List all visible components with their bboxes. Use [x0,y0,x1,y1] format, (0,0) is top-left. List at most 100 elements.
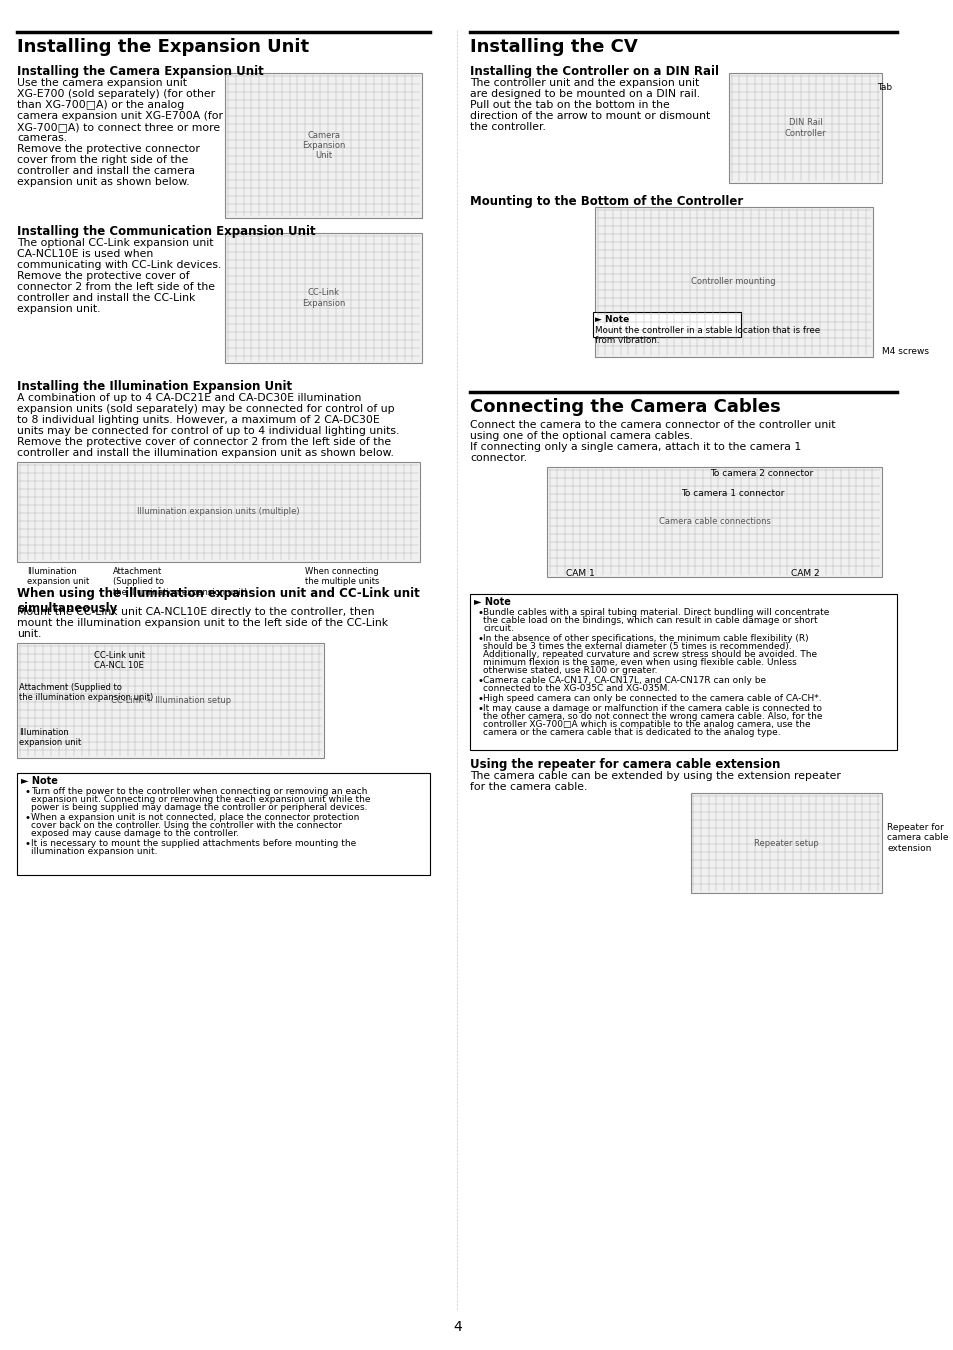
Text: otherwise stated, use R100 or greater.: otherwise stated, use R100 or greater. [483,666,658,675]
Text: A combination of up to 4 CA-DC21E and CA-DC30E illumination: A combination of up to 4 CA-DC21E and CA… [17,393,361,404]
Text: the controller.: the controller. [470,122,545,132]
Text: CC-Link
Expansion: CC-Link Expansion [302,289,345,308]
Text: •: • [477,676,483,686]
Text: Installing the Communication Expansion Unit: Installing the Communication Expansion U… [17,225,315,238]
Text: to 8 individual lighting units. However, a maximum of 2 CA-DC30E: to 8 individual lighting units. However,… [17,414,379,425]
Text: connector.: connector. [470,454,526,463]
Text: Installing the CV: Installing the CV [470,38,637,55]
Text: CC-Link + Illumination setup: CC-Link + Illumination setup [111,697,231,705]
Text: controller and install the illumination expansion unit as shown below.: controller and install the illumination … [17,448,394,458]
Text: Connecting the Camera Cables: Connecting the Camera Cables [470,398,780,416]
Text: CA-NCL10E is used when: CA-NCL10E is used when [17,248,153,259]
Text: cover from the right side of the: cover from the right side of the [17,155,189,165]
Text: controller XG-700□A which is compatible to the analog camera, use the: controller XG-700□A which is compatible … [483,720,810,729]
Text: communicating with CC-Link devices.: communicating with CC-Link devices. [17,261,221,270]
Text: Attachment
(Supplied to
the Illumination expansion unit): Attachment (Supplied to the Illumination… [113,567,247,597]
Text: expansion unit. Connecting or removing the each expansion unit while the: expansion unit. Connecting or removing t… [30,795,370,805]
Text: 4: 4 [453,1320,461,1334]
Text: To camera 1 connector: To camera 1 connector [680,489,783,498]
Bar [17,462,419,562]
Text: using one of the optional camera cables.: using one of the optional camera cables. [470,431,692,441]
Text: Mount the controller in a stable location that is free
from vibration.: Mount the controller in a stable locatio… [594,325,819,346]
Text: should be 3 times the external diameter (5 times is recommended).: should be 3 times the external diameter … [483,643,791,651]
Text: XG-E700 (sold separately) (for other: XG-E700 (sold separately) (for other [17,89,215,99]
Text: It is necessary to mount the supplied attachments before mounting the: It is necessary to mount the supplied at… [30,838,355,848]
Bar [546,467,882,576]
Text: the other camera, so do not connect the wrong camera cable. Also, for the: the other camera, so do not connect the … [483,711,822,721]
Text: connector 2 from the left side of the: connector 2 from the left side of the [17,282,215,292]
Text: •: • [25,787,30,796]
Bar [690,792,882,892]
Text: Remove the protective connector: Remove the protective connector [17,144,200,154]
Text: CAM 2: CAM 2 [790,568,819,578]
Bar [728,73,882,184]
Bar [17,774,429,875]
Text: Turn off the power to the controller when connecting or removing an each: Turn off the power to the controller whe… [30,787,367,796]
Text: •: • [25,838,30,849]
Text: •: • [477,634,483,644]
Text: minimum flexion is the same, even when using flexible cable. Unless: minimum flexion is the same, even when u… [483,657,797,667]
Bar [470,594,896,751]
Text: expansion units (sold separately) may be connected for control of up: expansion units (sold separately) may be… [17,404,395,414]
Text: Mounting to the Bottom of the Controller: Mounting to the Bottom of the Controller [470,194,742,208]
Text: Illumination
expansion unit: Illumination expansion unit [19,728,81,748]
Text: Repeater for
camera cable
extension: Repeater for camera cable extension [886,824,947,853]
Text: mount the illumination expansion unit to the left side of the CC-Link: mount the illumination expansion unit to… [17,618,388,628]
Text: When a expansion unit is not connected, place the connector protection: When a expansion unit is not connected, … [30,813,358,822]
Text: Pull out the tab on the bottom in the: Pull out the tab on the bottom in the [470,100,669,109]
Text: Controller mounting: Controller mounting [691,278,775,286]
Text: Illumination
expansion unit: Illumination expansion unit [27,567,89,586]
Text: Mount the CC-Link unit CA-NCL10E directly to the controller, then: Mount the CC-Link unit CA-NCL10E directl… [17,608,375,617]
Text: M4 screws: M4 screws [882,347,928,356]
Text: Installing the Illumination Expansion Unit: Installing the Illumination Expansion Un… [17,379,292,393]
Bar [225,234,421,363]
Text: Camera
Expansion
Unit: Camera Expansion Unit [302,131,345,161]
Text: Connect the camera to the camera connector of the controller unit: Connect the camera to the camera connect… [470,420,835,431]
Bar [594,207,872,356]
Text: camera or the camera cable that is dedicated to the analog type.: camera or the camera cable that is dedic… [483,728,781,737]
Text: If connecting only a single camera, attach it to the camera 1: If connecting only a single camera, atta… [470,441,801,452]
Text: expansion unit as shown below.: expansion unit as shown below. [17,177,190,188]
Text: DIN Rail
Controller: DIN Rail Controller [784,119,825,138]
Text: When connecting
the multiple units: When connecting the multiple units [305,567,379,586]
Text: High speed camera can only be connected to the camera cable of CA-CH*.: High speed camera can only be connected … [483,694,821,703]
Text: illumination expansion unit.: illumination expansion unit. [30,846,157,856]
Text: ► Note: ► Note [594,315,628,324]
Text: In the absence of other specifications, the minimum cable flexibility (R): In the absence of other specifications, … [483,634,808,643]
Text: Camera cable CA-CN17, CA-CN17L, and CA-CN17R can only be: Camera cable CA-CN17, CA-CN17L, and CA-C… [483,676,765,684]
Text: •: • [477,694,483,703]
Text: camera expansion unit XG-E700A (for: camera expansion unit XG-E700A (for [17,111,223,122]
Text: power is being supplied may damage the controller or peripheral devices.: power is being supplied may damage the c… [30,803,367,811]
Text: ► Note: ► Note [21,776,58,786]
Text: CAM 1: CAM 1 [565,568,594,578]
Text: for the camera cable.: for the camera cable. [470,782,587,792]
Text: cameras.: cameras. [17,134,68,143]
Text: direction of the arrow to mount or dismount: direction of the arrow to mount or dismo… [470,111,709,122]
Text: Remove the protective cover of connector 2 from the left side of the: Remove the protective cover of connector… [17,437,391,447]
Text: •: • [477,703,483,714]
Bar [225,73,421,217]
Text: Installing the Camera Expansion Unit: Installing the Camera Expansion Unit [17,65,264,78]
Text: unit.: unit. [17,629,42,639]
Text: CC-Link unit
CA-NCL 10E: CC-Link unit CA-NCL 10E [94,651,145,671]
Text: are designed to be mounted on a DIN rail.: are designed to be mounted on a DIN rail… [470,89,700,99]
Text: Repeater setup: Repeater setup [753,838,818,848]
Text: controller and install the camera: controller and install the camera [17,166,195,176]
Text: Tab: Tab [877,82,892,92]
Text: To camera 2 connector: To camera 2 connector [709,468,812,478]
Text: controller and install the CC-Link: controller and install the CC-Link [17,293,195,302]
Text: cover back on the controller. Using the controller with the connector: cover back on the controller. Using the … [30,821,341,830]
Text: Using the repeater for camera cable extension: Using the repeater for camera cable exte… [470,757,780,771]
Text: Attachment (Supplied to
the illumination expansion unit): Attachment (Supplied to the illumination… [19,683,153,702]
Text: exposed may cause damage to the controller.: exposed may cause damage to the controll… [30,829,238,838]
Text: than XG-700□A) or the analog: than XG-700□A) or the analog [17,100,184,109]
Text: •: • [25,813,30,823]
Text: connected to the XG-035C and XG-035M.: connected to the XG-035C and XG-035M. [483,684,670,693]
Text: Additionally, repeated curvature and screw stress should be avoided. The: Additionally, repeated curvature and scr… [483,649,817,659]
Text: expansion unit.: expansion unit. [17,304,101,315]
Text: Remove the protective cover of: Remove the protective cover of [17,271,190,281]
Bar [592,312,740,338]
Text: Bundle cables with a spiral tubing material. Direct bundling will concentrate: Bundle cables with a spiral tubing mater… [483,608,829,617]
Text: It may cause a damage or malfunction if the camera cable is connected to: It may cause a damage or malfunction if … [483,703,821,713]
Text: units may be connected for control of up to 4 individual lighting units.: units may be connected for control of up… [17,427,399,436]
